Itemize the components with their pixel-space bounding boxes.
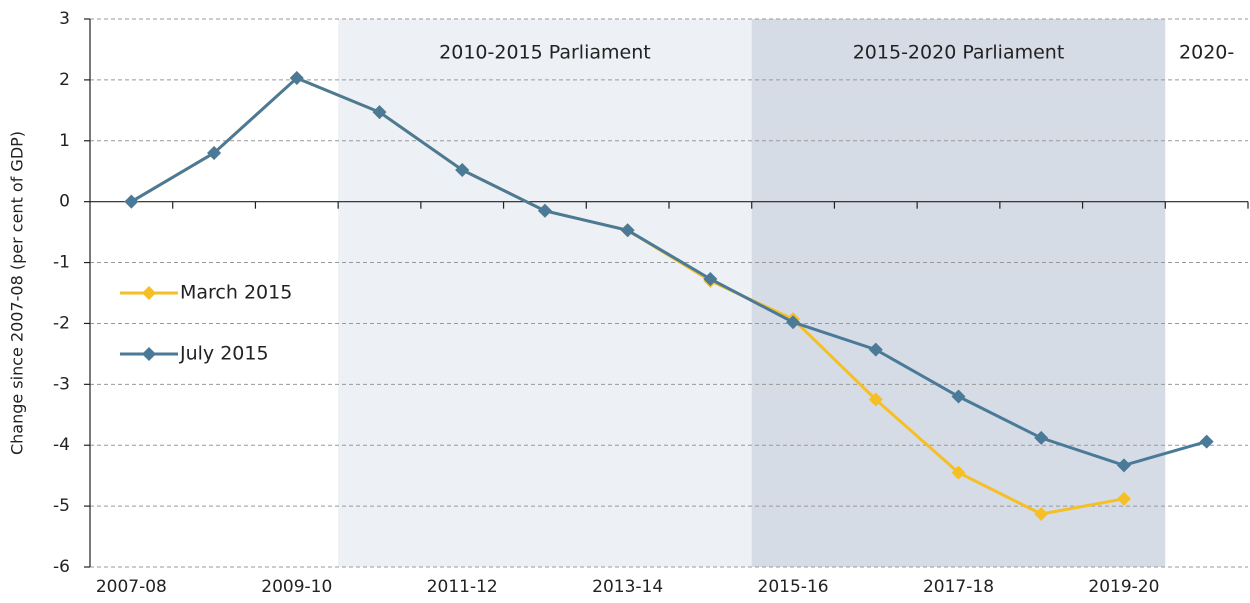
point	[1034, 507, 1049, 522]
annotation: 2015-2020 Parliament	[853, 42, 1065, 64]
point	[372, 105, 387, 120]
point	[455, 163, 470, 178]
y-tick-label: 1	[59, 131, 70, 151]
y-tick-label: 3	[59, 9, 70, 29]
x-tick-label: 2017-18	[923, 577, 994, 597]
x-tick-label: 2009-10	[261, 577, 332, 597]
x-tick-label: 2019-20	[1088, 577, 1159, 597]
y-tick-label: -2	[53, 313, 70, 333]
y-tick-label: -6	[53, 557, 70, 577]
y-tick-label: -3	[53, 374, 70, 394]
point	[951, 389, 966, 404]
legend-marker	[142, 347, 156, 361]
annotation: 2010-2015 Parliament	[439, 42, 651, 64]
y-tick-label: 2	[59, 70, 70, 90]
point	[207, 145, 222, 160]
point	[537, 203, 552, 218]
point	[1199, 434, 1214, 449]
x-tick-label: 2011-12	[427, 577, 498, 597]
series-line	[130, 76, 1208, 467]
point	[124, 194, 139, 209]
x-tick-label: 2013-14	[592, 577, 663, 597]
y-axis-label: Change since 2007-08 (per cent of GDP)	[8, 131, 27, 455]
shade-region	[338, 19, 752, 567]
x-tick-label: 2015-16	[758, 577, 829, 597]
point	[1116, 458, 1131, 473]
point	[703, 271, 718, 286]
point	[786, 315, 801, 330]
legend-label: March 2015	[180, 282, 292, 304]
point	[868, 342, 883, 357]
x-tick-label: 2007-08	[96, 577, 167, 597]
legend-label: July 2015	[179, 343, 269, 365]
shade-region	[751, 19, 1166, 567]
y-tick-label: 0	[59, 192, 70, 212]
point	[289, 71, 304, 86]
point	[620, 223, 635, 238]
y-tick-label: -4	[53, 435, 70, 455]
y-tick-label: -1	[53, 253, 70, 273]
annotation: 2020-	[1179, 42, 1234, 64]
point	[1034, 430, 1049, 445]
point	[868, 392, 883, 407]
point	[951, 465, 966, 480]
legend-marker	[142, 286, 156, 300]
y-tick-label: -5	[53, 496, 70, 516]
point	[1116, 491, 1131, 506]
